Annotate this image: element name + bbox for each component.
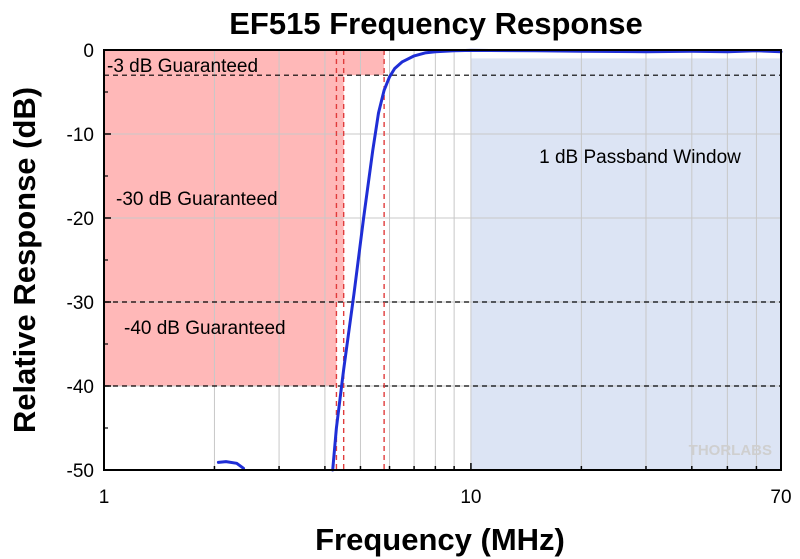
y-tick-label: -20 <box>67 209 94 230</box>
watermark-logo: THORLABS <box>689 442 772 459</box>
axis-ticks: 1 10 70 0 -10 -20 -30 -40 -50 <box>67 41 792 508</box>
response-curve-segment-0 <box>216 460 245 470</box>
x-tick-label: 1 <box>99 487 110 508</box>
region-3 <box>470 58 781 471</box>
grid-lines <box>104 50 781 470</box>
response-curve-segment-1 <box>331 48 783 472</box>
annotation-3: 1 dB Passband Window <box>539 147 741 168</box>
region-annotations: -3 dB Guaranteed -30 dB Guaranteed -40 dB … <box>107 56 741 339</box>
response-curve <box>216 48 783 472</box>
guarantee-regions <box>104 50 781 471</box>
annotation-2: -40 dB Guaranteed <box>124 318 286 339</box>
annotation-0: -3 dB Guaranteed <box>107 56 258 77</box>
y-tick-label: -50 <box>67 461 94 482</box>
region-0 <box>104 50 385 76</box>
y-tick-label: -40 <box>67 377 94 398</box>
y-axis-label: Relative Response (dB) <box>7 87 42 433</box>
y-tick-label: 0 <box>83 41 94 62</box>
x-axis-label: Frequency (MHz) <box>315 522 565 557</box>
x-tick-label: 70 <box>770 487 791 508</box>
annotation-1: -30 dB Guaranteed <box>116 189 278 210</box>
chart-title: EF515 Frequency Response <box>229 6 643 41</box>
x-tick-label: 10 <box>460 487 481 508</box>
region-1 <box>104 75 344 302</box>
reference-lines <box>104 50 781 470</box>
y-tick-label: -30 <box>67 293 94 314</box>
y-tick-label: -10 <box>67 125 94 146</box>
region-2 <box>104 302 337 386</box>
